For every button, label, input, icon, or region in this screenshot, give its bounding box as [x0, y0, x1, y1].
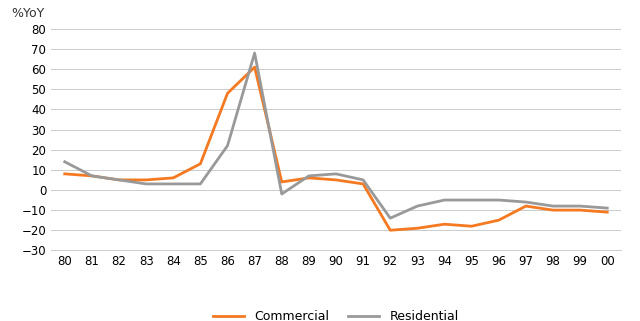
Residential: [549, 204, 557, 208]
Residential: [332, 172, 340, 176]
Commercial: [576, 208, 584, 212]
Residential: [576, 204, 584, 208]
Commercial: [549, 208, 557, 212]
Residential: [495, 198, 502, 202]
Residential: [468, 198, 476, 202]
Commercial: [170, 176, 177, 180]
Residential: [88, 174, 96, 178]
Commercial: [468, 224, 476, 228]
Residential: [413, 204, 421, 208]
Commercial: [522, 204, 530, 208]
Text: %YoY: %YoY: [12, 7, 45, 20]
Residential: [61, 160, 68, 164]
Residential: [359, 178, 367, 182]
Commercial: [495, 218, 502, 222]
Commercial: [387, 228, 394, 232]
Residential: [387, 216, 394, 220]
Commercial: [305, 176, 313, 180]
Residential: [170, 182, 177, 186]
Commercial: [441, 222, 449, 226]
Commercial: [278, 180, 285, 184]
Line: Residential: Residential: [65, 53, 607, 218]
Line: Commercial: Commercial: [65, 67, 607, 230]
Legend: Commercial, Residential: Commercial, Residential: [208, 305, 464, 321]
Residential: [142, 182, 150, 186]
Residential: [441, 198, 449, 202]
Commercial: [223, 91, 231, 95]
Commercial: [251, 65, 259, 69]
Residential: [115, 178, 123, 182]
Residential: [305, 174, 313, 178]
Residential: [278, 192, 285, 196]
Residential: [196, 182, 204, 186]
Commercial: [196, 162, 204, 166]
Residential: [604, 206, 611, 210]
Commercial: [413, 226, 421, 230]
Commercial: [604, 210, 611, 214]
Commercial: [61, 172, 68, 176]
Commercial: [115, 178, 123, 182]
Residential: [223, 144, 231, 148]
Residential: [251, 51, 259, 55]
Commercial: [142, 178, 150, 182]
Residential: [522, 200, 530, 204]
Commercial: [88, 174, 96, 178]
Commercial: [359, 182, 367, 186]
Commercial: [332, 178, 340, 182]
